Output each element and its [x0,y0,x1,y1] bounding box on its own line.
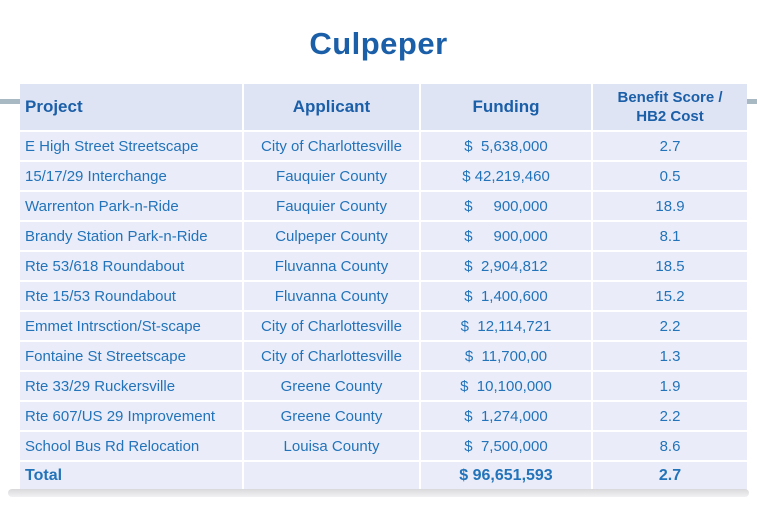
table-row: 15/17/29 Interchange Fauquier County $ 42,… [20,162,747,190]
table-row: Emmet Intrsction/St-scape City of Charlot… [20,312,747,340]
table-row: E High Street Streetscape City of Charlot… [20,132,747,160]
score-cell: 2.7 [593,462,747,490]
applicant-cell: Greene County [244,402,419,430]
funding-cell: $ 10,100,000 [421,372,591,400]
funding-cell: $ 2,904,812 [421,252,591,280]
funding-cell: $ 1,274,000 [421,402,591,430]
accent-line-left [0,99,21,104]
project-cell: Total [20,462,242,490]
table-shadow-bar [8,489,749,497]
table-row: Warrenton Park-n-Ride Fauquier County $ 90… [20,192,747,220]
project-cell: Fontaine St Streetscape [20,342,242,370]
score-cell: 18.5 [593,252,747,280]
table-row: Rte 607/US 29 Improvement Greene County $ … [20,402,747,430]
applicant-cell: City of Charlottesville [244,312,419,340]
project-cell: Rte 53/618 Roundabout [20,252,242,280]
score-cell: 1.9 [593,372,747,400]
project-cell: School Bus Rd Relocation [20,432,242,460]
table-row: School Bus Rd Relocation Louisa County $ 7… [20,432,747,460]
applicant-cell: City of Charlottesville [244,132,419,160]
funding-cell: $ 900,000 [421,192,591,220]
funding-cell: $ 1,400,600 [421,282,591,310]
project-cell: Brandy Station Park-n-Ride [20,222,242,250]
applicant-cell [244,462,419,490]
project-cell: Rte 607/US 29 Improvement [20,402,242,430]
projects-table: Project Applicant Funding Benefit Score … [20,84,747,492]
score-cell: 8.1 [593,222,747,250]
table-row: Brandy Station Park-n-Ride Culpeper Count… [20,222,747,250]
table-row: Rte 33/29 Ruckersville Greene County $ 10,… [20,372,747,400]
project-cell: 15/17/29 Interchange [20,162,242,190]
score-cell: 0.5 [593,162,747,190]
project-cell: E High Street Streetscape [20,132,242,160]
score-cell: 8.6 [593,432,747,460]
applicant-cell: Louisa County [244,432,419,460]
score-cell: 2.2 [593,402,747,430]
applicant-cell: Fluvanna County [244,252,419,280]
funding-cell: $ 5,638,000 [421,132,591,160]
table-header-row: Project Applicant Funding Benefit Score … [20,84,747,130]
column-header-applicant: Applicant [244,84,419,130]
table-row: Rte 53/618 Roundabout Fluvanna County $ 2,… [20,252,747,280]
funding-cell: $ 12,114,721 [421,312,591,340]
applicant-cell: Fauquier County [244,162,419,190]
column-header-funding: Funding [421,84,591,130]
applicant-cell: City of Charlottesville [244,342,419,370]
table-row: Fontaine St Streetscape City of Charlotte… [20,342,747,370]
column-header-project: Project [20,84,242,130]
funding-cell: $ 42,219,460 [421,162,591,190]
score-cell: 15.2 [593,282,747,310]
score-cell: 18.9 [593,192,747,220]
funding-cell: $ 96,651,593 [421,462,591,490]
projects-table-body: E High Street Streetscape City of Charlot… [20,132,747,490]
funding-cell: $ 7,500,000 [421,432,591,460]
project-cell: Rte 33/29 Ruckersville [20,372,242,400]
funding-cell: $ 900,000 [421,222,591,250]
applicant-cell: Fluvanna County [244,282,419,310]
page-title: Culpeper [309,26,448,61]
project-cell: Emmet Intrsction/St-scape [20,312,242,340]
project-cell: Warrenton Park-n-Ride [20,192,242,220]
applicant-cell: Fauquier County [244,192,419,220]
project-cell: Rte 15/53 Roundabout [20,282,242,310]
table-row: Rte 15/53 Roundabout Fluvanna County $ 1,4… [20,282,747,310]
funding-cell: $ 11,700,00 [421,342,591,370]
score-cell: 2.2 [593,312,747,340]
total-row: Total $ 96,651,593 2.7 [20,462,747,490]
score-cell: 1.3 [593,342,747,370]
column-header-benefit-score: Benefit Score / HB2 Cost [593,84,747,130]
applicant-cell: Culpeper County [244,222,419,250]
applicant-cell: Greene County [244,372,419,400]
score-cell: 2.7 [593,132,747,160]
